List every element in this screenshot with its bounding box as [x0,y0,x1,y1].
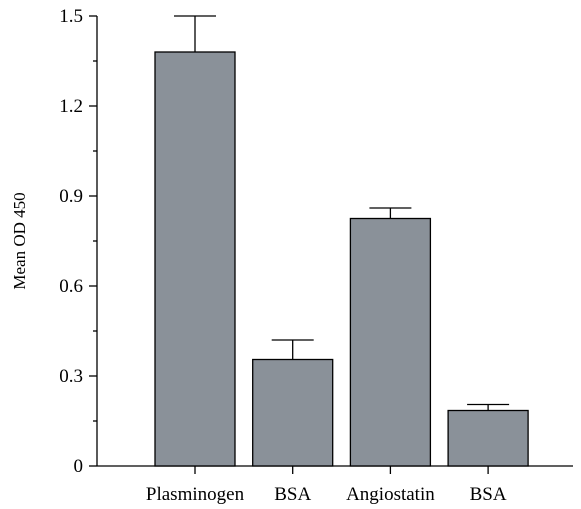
x-category-label: Angiostatin [346,484,435,505]
x-ticks: Plasminogen BSA Angiostatin BSA [146,466,507,505]
y-tick-label: 0.9 [59,186,83,207]
y-tick-label: 0.3 [59,366,83,387]
x-category-label: Plasminogen [146,484,245,505]
x-category-label: BSA [470,484,507,505]
bar [252,358,334,467]
bar [154,51,236,467]
bars [154,51,529,467]
bar [349,217,432,467]
y-tick-label: 1.5 [59,6,83,27]
y-ticks: 0 0.3 0.6 0.9 1.2 1.5 [59,6,97,477]
y-tick-label: 0.6 [59,276,83,297]
y-tick-label: 1.2 [59,96,83,117]
error-bars [174,15,510,411]
y-axis-title: Mean OD 450 [10,192,29,289]
x-category-label: BSA [274,484,311,505]
bar [447,409,529,467]
y-tick-label: 0 [74,456,84,477]
